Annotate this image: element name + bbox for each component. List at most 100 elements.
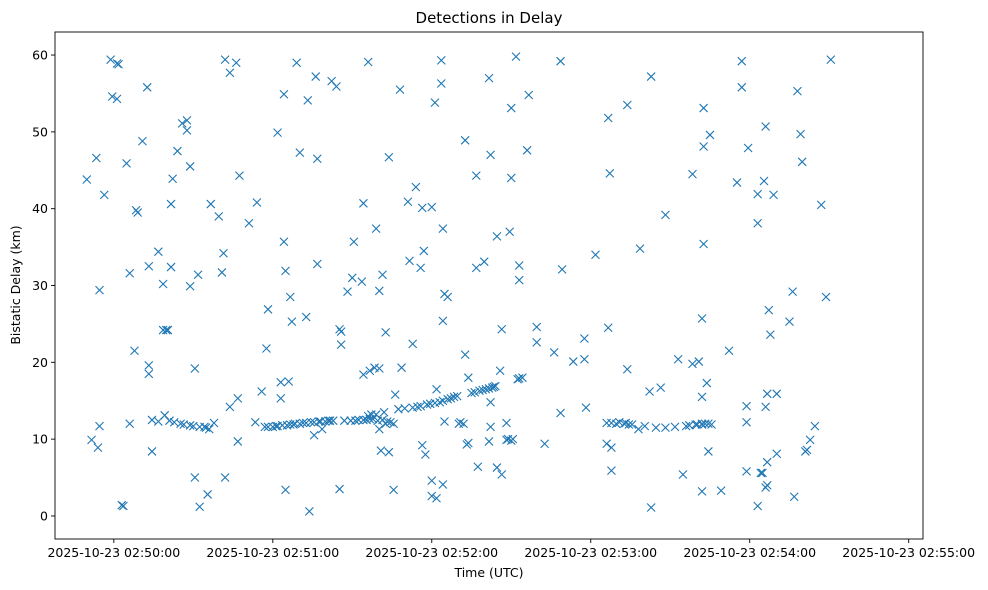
data-point (492, 231, 502, 241)
data-point (422, 400, 432, 409)
y-tick-label: 10 (32, 432, 48, 447)
data-point (262, 344, 271, 353)
data-point (645, 387, 654, 396)
data-point (411, 182, 421, 192)
data-point (161, 325, 171, 335)
data-point (365, 414, 375, 424)
data-point (438, 224, 448, 234)
data-point (460, 350, 470, 360)
data-point (225, 68, 235, 78)
data-points (82, 52, 836, 516)
data-point (173, 146, 182, 156)
data-point (374, 286, 384, 296)
data-point (244, 218, 254, 228)
data-point (112, 59, 122, 68)
data-point (443, 292, 453, 302)
data-point (378, 270, 387, 280)
data-point (607, 443, 616, 452)
data-point (484, 73, 494, 83)
data-point (389, 419, 399, 429)
data-point (336, 327, 346, 336)
data-point (359, 198, 368, 208)
data-point (336, 340, 346, 350)
data-point (347, 273, 357, 283)
data-point (163, 325, 173, 335)
data-point (220, 55, 230, 65)
data-point (443, 394, 453, 404)
data-point (607, 466, 616, 476)
data-point (788, 287, 798, 297)
data-point (511, 52, 521, 61)
data-point (277, 420, 287, 430)
data-point (737, 56, 747, 66)
data-point (505, 227, 515, 237)
data-point (756, 468, 766, 478)
data-point (316, 417, 325, 426)
data-point (471, 263, 481, 273)
data-point (785, 317, 794, 326)
data-point (185, 420, 195, 430)
data-point (640, 421, 650, 431)
data-point (753, 501, 763, 511)
data-point (379, 407, 389, 417)
data-point (325, 416, 335, 426)
data-point (359, 370, 368, 379)
data-point (312, 259, 322, 269)
data-point (206, 199, 216, 209)
data-point (117, 500, 127, 510)
data-point (416, 263, 426, 273)
data-point (742, 417, 751, 427)
data-point (703, 419, 713, 429)
data-point (810, 421, 820, 431)
data-point (568, 357, 578, 366)
x-tick-label: 2025-10-23 02:55:00 (842, 545, 975, 560)
data-point (661, 210, 670, 220)
data-point (463, 438, 473, 448)
data-point (624, 420, 634, 429)
data-point (661, 423, 670, 433)
data-point (144, 261, 154, 271)
y-axis-label: Bistatic Delay (km) (8, 225, 23, 344)
x-axis-label: Time (UTC) (453, 565, 523, 580)
data-point (182, 125, 192, 135)
data-point (556, 56, 565, 66)
data-point (603, 323, 613, 333)
data-point (276, 377, 286, 387)
data-point (688, 169, 697, 179)
x-tick-label: 2025-10-23 02:54:00 (683, 545, 816, 560)
data-point (166, 199, 176, 209)
data-point (363, 57, 373, 67)
data-point (405, 256, 414, 266)
data-point (190, 473, 200, 482)
data-point (125, 268, 135, 278)
data-point (371, 224, 381, 234)
data-point (697, 486, 707, 496)
data-point (395, 85, 405, 95)
data-point (634, 424, 643, 434)
data-point (497, 470, 507, 479)
x-axis: 2025-10-23 02:50:00 2025-10-23 02:51:00 20… (47, 539, 975, 560)
data-point (797, 157, 807, 167)
data-point (292, 58, 302, 68)
data-point (484, 437, 494, 446)
data-point (419, 246, 429, 256)
data-point (486, 150, 495, 160)
data-point (688, 359, 697, 369)
data-point (514, 261, 524, 270)
data-point (816, 200, 826, 210)
data-point (502, 418, 511, 428)
data-point (389, 485, 399, 495)
data-point (789, 492, 799, 502)
data-point (384, 152, 394, 162)
data-point (762, 389, 772, 399)
data-point (805, 435, 815, 445)
data-point (826, 55, 836, 65)
data-point (651, 423, 661, 433)
data-point (147, 447, 157, 456)
data-point (716, 486, 726, 495)
data-point (436, 56, 446, 65)
data-point (331, 82, 341, 91)
data-point (281, 266, 290, 276)
data-point (374, 364, 384, 373)
